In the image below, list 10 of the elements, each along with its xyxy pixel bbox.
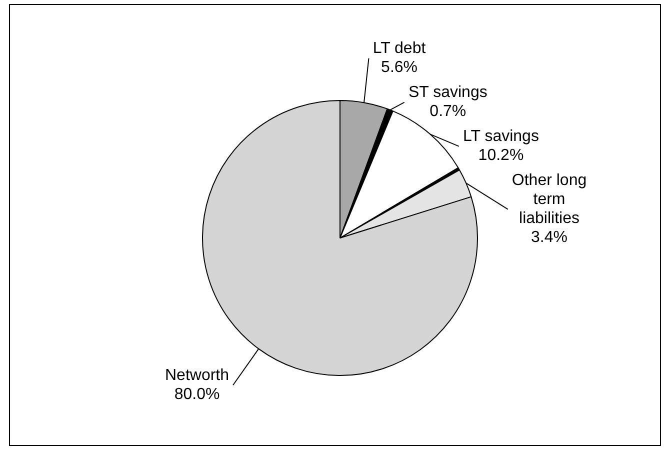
slice-label: Other long term liabilities (512, 172, 587, 228)
slice-label: LT debt (372, 40, 426, 58)
data-label: 0.7% (430, 103, 466, 120)
data-label: 10.2% (478, 147, 524, 164)
slice-label: ST savings (408, 84, 488, 102)
slice-label: Networth (165, 367, 230, 384)
slice-label: LT savings (463, 128, 539, 146)
data-label: 5.6% (381, 59, 418, 76)
data-label: 3.4% (531, 229, 568, 246)
data-label: 80.0% (174, 386, 220, 404)
